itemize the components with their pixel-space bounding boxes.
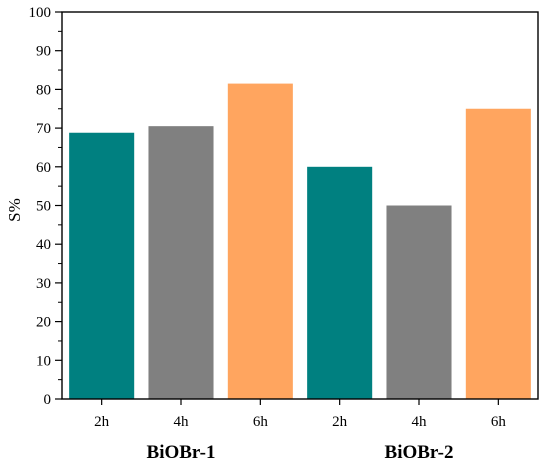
y-tick-label: 20 [36,315,51,331]
bar-biobr-2-4h [386,205,452,399]
y-tick-label: 10 [36,353,51,369]
y-tick-label: 60 [36,160,51,176]
x-tick-label: 2h [94,414,110,430]
y-tick-label: 90 [36,44,51,60]
x-tick-label: 4h [174,414,190,430]
y-tick-label: 50 [36,199,51,215]
y-tick-label: 30 [36,276,51,292]
bar-biobr-2-6h [465,108,531,399]
y-tick-label: 100 [29,5,52,21]
y-tick-label: 40 [36,237,51,253]
y-tick-label: 80 [36,82,51,98]
x-tick-label: 4h [412,414,428,430]
y-tick-label: 70 [36,121,51,137]
x-tick-label: 2h [332,414,348,430]
bar-biobr-1-4h [148,126,214,399]
bars-layer [69,83,531,399]
x-tick-label: 6h [253,414,269,430]
bar-biobr-2-2h [307,166,373,399]
bar-biobr-1-2h [69,132,135,399]
y-tick-label: 0 [44,392,52,408]
labels-layer: 2h 4h 6h 2h 4h 6h BiOBr-1 BiOBr-2 0 10 20 30 40 50 60 7… [29,5,507,463]
group-label: BiOBr-1 [147,442,216,463]
axes-layer [55,11,539,405]
x-tick-label: 6h [491,414,507,430]
group-label: BiOBr-2 [385,442,454,463]
bar-biobr-1-6h [227,83,293,399]
y-axis-title: S% [5,198,24,222]
